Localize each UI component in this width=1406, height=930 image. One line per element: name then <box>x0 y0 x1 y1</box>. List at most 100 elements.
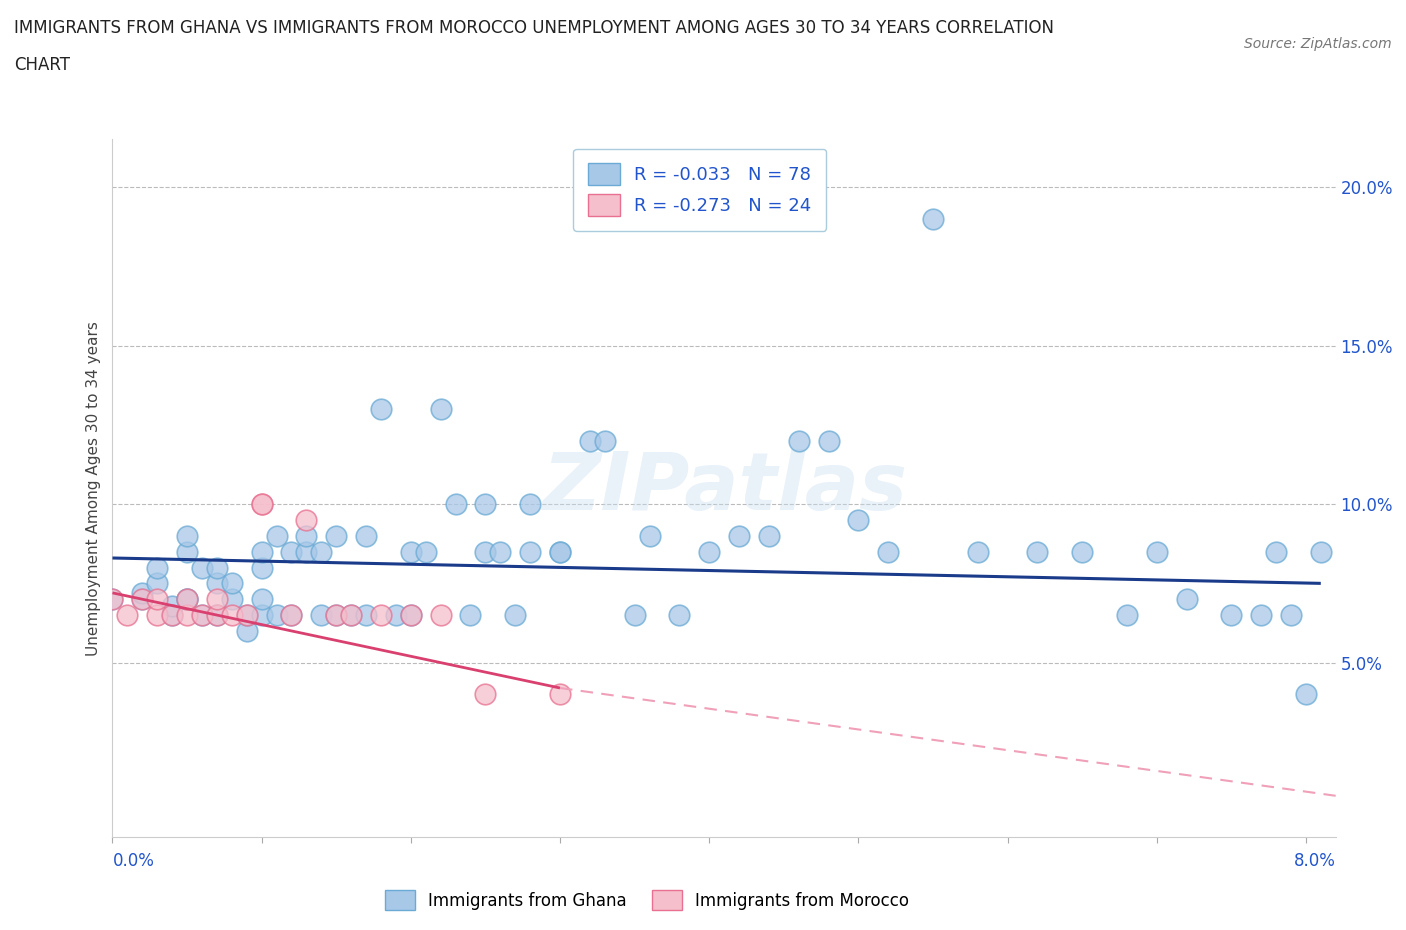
Point <box>548 544 571 559</box>
Point <box>205 591 228 606</box>
Point <box>280 607 302 622</box>
Point <box>579 433 602 448</box>
Point <box>399 607 422 622</box>
Point <box>1115 607 1137 622</box>
Point <box>250 497 273 512</box>
Point <box>250 560 273 575</box>
Point <box>131 591 153 606</box>
Point <box>176 544 198 559</box>
Text: IMMIGRANTS FROM GHANA VS IMMIGRANTS FROM MOROCCO UNEMPLOYMENT AMONG AGES 30 TO 3: IMMIGRANTS FROM GHANA VS IMMIGRANTS FROM… <box>14 19 1054 36</box>
Point <box>205 607 228 622</box>
Point <box>399 607 422 622</box>
Point <box>160 607 183 622</box>
Point <box>176 591 198 606</box>
Point <box>117 607 139 622</box>
Point <box>311 544 333 559</box>
Text: 8.0%: 8.0% <box>1294 852 1336 870</box>
Point <box>354 528 377 543</box>
Point <box>221 591 243 606</box>
Point <box>205 576 228 591</box>
Point <box>758 528 780 543</box>
Point <box>519 544 541 559</box>
Text: Source: ZipAtlas.com: Source: ZipAtlas.com <box>1244 37 1392 51</box>
Point <box>1146 544 1168 559</box>
Point <box>354 607 377 622</box>
Point <box>817 433 839 448</box>
Point <box>1026 544 1049 559</box>
Point <box>519 497 541 512</box>
Point <box>1071 544 1094 559</box>
Point <box>146 560 169 575</box>
Point <box>474 687 496 702</box>
Point <box>280 607 302 622</box>
Point <box>370 402 392 417</box>
Point <box>191 560 214 575</box>
Point <box>638 528 661 543</box>
Text: 0.0%: 0.0% <box>112 852 155 870</box>
Point <box>1265 544 1288 559</box>
Point <box>593 433 616 448</box>
Point <box>250 544 273 559</box>
Point <box>966 544 988 559</box>
Text: ZIPatlas: ZIPatlas <box>541 449 907 527</box>
Point <box>131 586 153 601</box>
Point <box>922 211 945 226</box>
Point <box>266 528 288 543</box>
Point <box>266 607 288 622</box>
Point <box>146 576 169 591</box>
Point <box>325 607 347 622</box>
Point <box>385 607 408 622</box>
Legend: Immigrants from Ghana, Immigrants from Morocco: Immigrants from Ghana, Immigrants from M… <box>378 884 915 917</box>
Point <box>399 544 422 559</box>
Point <box>235 607 257 622</box>
Point <box>101 591 124 606</box>
Point <box>131 591 153 606</box>
Point <box>295 544 318 559</box>
Point <box>370 607 392 622</box>
Y-axis label: Unemployment Among Ages 30 to 34 years: Unemployment Among Ages 30 to 34 years <box>86 321 101 656</box>
Point <box>295 528 318 543</box>
Text: CHART: CHART <box>14 56 70 73</box>
Point <box>728 528 751 543</box>
Point <box>623 607 645 622</box>
Point <box>1220 607 1243 622</box>
Point <box>146 591 169 606</box>
Point <box>1309 544 1331 559</box>
Point <box>1250 607 1272 622</box>
Point <box>250 591 273 606</box>
Point <box>295 512 318 527</box>
Point <box>415 544 437 559</box>
Point <box>548 544 571 559</box>
Point <box>221 607 243 622</box>
Point <box>668 607 690 622</box>
Point <box>311 607 333 622</box>
Point <box>176 591 198 606</box>
Point <box>146 607 169 622</box>
Point <box>250 497 273 512</box>
Point <box>548 687 571 702</box>
Legend: R = -0.033   N = 78, R = -0.273   N = 24: R = -0.033 N = 78, R = -0.273 N = 24 <box>574 149 827 231</box>
Point <box>697 544 720 559</box>
Point <box>444 497 467 512</box>
Point <box>846 512 869 527</box>
Point <box>221 576 243 591</box>
Point <box>176 607 198 622</box>
Point <box>191 607 214 622</box>
Point <box>1295 687 1317 702</box>
Point <box>191 607 214 622</box>
Point <box>489 544 512 559</box>
Point <box>205 607 228 622</box>
Point <box>205 560 228 575</box>
Point <box>101 591 124 606</box>
Point <box>325 607 347 622</box>
Point <box>340 607 363 622</box>
Point <box>160 598 183 613</box>
Point <box>474 544 496 559</box>
Point <box>429 607 451 622</box>
Point <box>1279 607 1302 622</box>
Point <box>160 607 183 622</box>
Point <box>176 528 198 543</box>
Point <box>429 402 451 417</box>
Point <box>787 433 810 448</box>
Point <box>235 623 257 638</box>
